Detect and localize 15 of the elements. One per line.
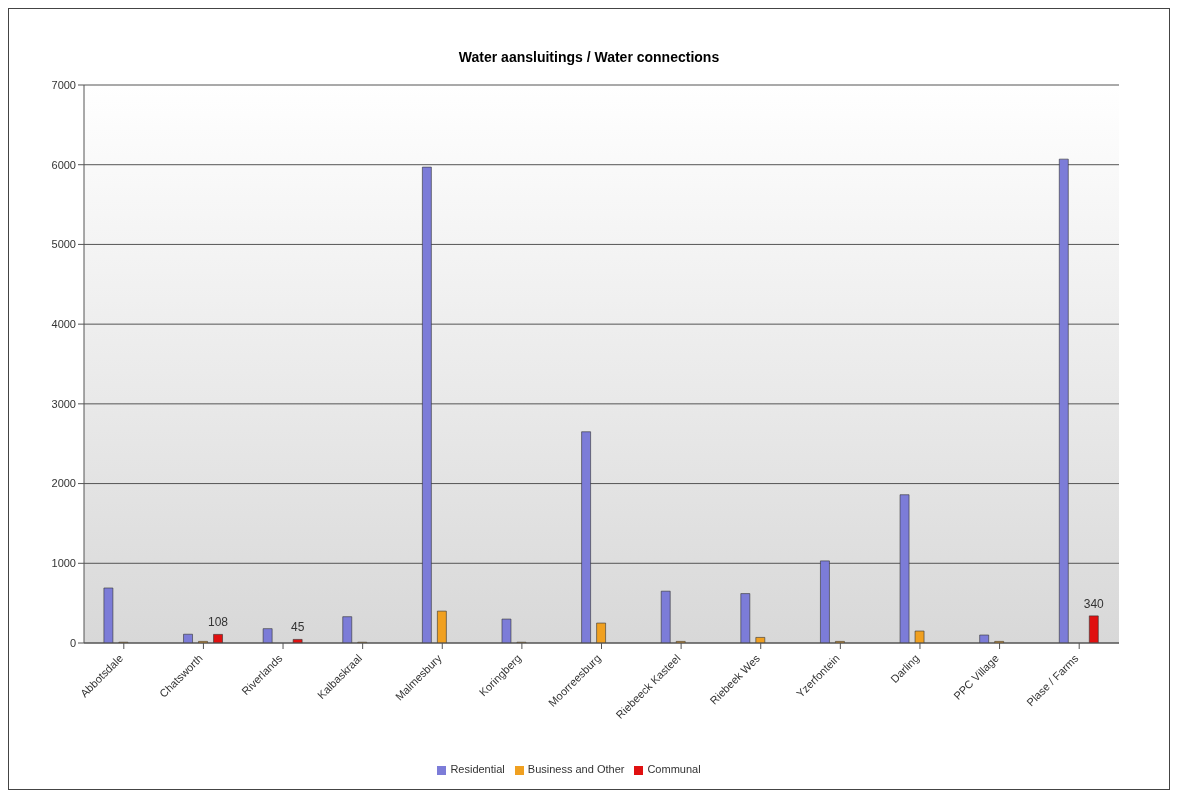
y-tick-label: 5000 [51, 238, 76, 251]
y-tick-label: 1000 [51, 557, 76, 570]
chart-title: Water aansluitings / Water connections [457, 49, 721, 65]
y-tick-label: 3000 [51, 397, 76, 410]
data-label: 45 [290, 620, 305, 635]
legend-label: Business and Other [527, 763, 625, 775]
data-label: 108 [208, 615, 229, 630]
y-tick-label: 7000 [51, 78, 76, 91]
data-label: 340 [1083, 596, 1105, 611]
y-tick-label: 6000 [51, 158, 76, 171]
y-tick-label: 2000 [51, 477, 76, 490]
y-tick-label: 0 [69, 636, 76, 649]
legend-label: Communal [647, 763, 701, 775]
y-tick-label: 4000 [51, 318, 76, 331]
legend-label: Residential [450, 763, 505, 775]
